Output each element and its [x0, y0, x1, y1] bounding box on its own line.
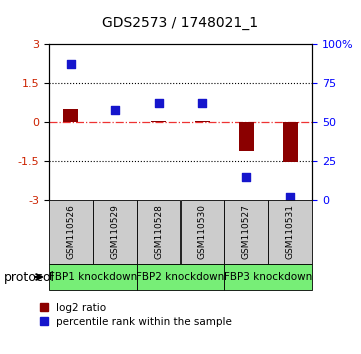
Text: GSM110529: GSM110529	[110, 204, 119, 259]
Text: GSM110528: GSM110528	[154, 204, 163, 259]
Text: GSM110526: GSM110526	[66, 204, 75, 259]
Bar	[225, 264, 312, 290]
Bar	[136, 200, 180, 264]
Legend: log2 ratio, percentile rank within the sample: log2 ratio, percentile rank within the s…	[39, 303, 232, 327]
Bar	[136, 264, 225, 290]
Point	[243, 174, 249, 179]
Bar	[283, 122, 298, 162]
Text: GDS2573 / 1748021_1: GDS2573 / 1748021_1	[103, 16, 258, 30]
Bar	[49, 264, 136, 290]
Bar	[151, 121, 166, 122]
Bar	[49, 200, 93, 264]
Point	[200, 101, 205, 106]
Point	[68, 62, 74, 67]
Text: protocol: protocol	[4, 270, 55, 284]
Text: FBP1 knockdown: FBP1 knockdown	[48, 272, 137, 282]
Text: FBP2 knockdown: FBP2 knockdown	[136, 272, 225, 282]
Text: GSM110527: GSM110527	[242, 204, 251, 259]
Bar	[268, 200, 312, 264]
Point	[156, 101, 161, 106]
Bar	[63, 109, 78, 122]
Bar	[195, 121, 210, 122]
Bar	[180, 200, 225, 264]
Bar	[225, 200, 268, 264]
Text: GSM110530: GSM110530	[198, 204, 207, 259]
Bar	[93, 200, 136, 264]
Text: GSM110531: GSM110531	[286, 204, 295, 259]
Point	[112, 107, 117, 113]
Point	[287, 194, 293, 200]
Text: FBP3 knockdown: FBP3 knockdown	[224, 272, 313, 282]
Bar	[239, 122, 254, 151]
